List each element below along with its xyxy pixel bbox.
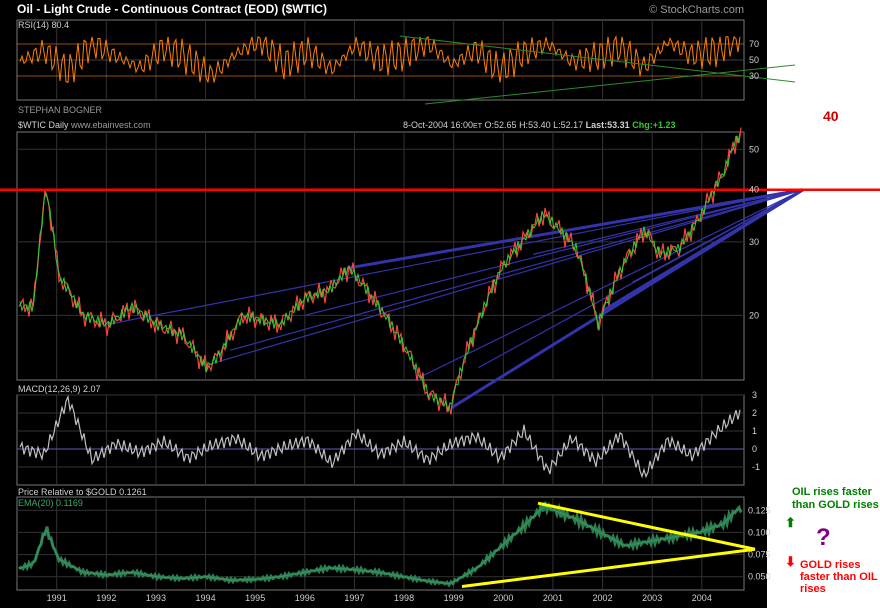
macd-tick-label: -1 [752, 462, 760, 472]
fan-line [349, 188, 804, 270]
relative-label: Price Relative to $GOLD 0.1261 [18, 487, 147, 497]
fan-line [532, 189, 804, 255]
x-tick-label: 1993 [146, 593, 166, 603]
tick-labels: 70 50 30 50 40 30 20 3 2 1 0 -1 0.125 0.100 0.075 0.050 [748, 39, 771, 582]
ema-label: EMA(20) 0.1169 [18, 498, 83, 508]
fan-line [210, 189, 804, 365]
price-tick-label: 40 [749, 185, 759, 195]
x-tick-label: 1995 [245, 593, 265, 603]
rsi-line [19, 34, 741, 84]
rsi-tick-label: 30 [749, 71, 759, 81]
x-tick-label: 2003 [642, 593, 662, 603]
x-tick-label: 1991 [47, 593, 67, 603]
price-annotation: STEPHAN BOGNER [18, 105, 103, 115]
fan-line [230, 189, 804, 351]
fan-line [106, 189, 804, 326]
chart-background [0, 0, 767, 608]
relative-tick-label: 0.075 [748, 550, 771, 560]
relative-panel [16, 496, 745, 591]
rsi-tick-label: 50 [749, 55, 759, 65]
price-tick-label: 50 [749, 144, 759, 154]
macd-tick-label: 2 [752, 408, 757, 418]
price-layer [0, 127, 880, 415]
x-tick-label: 1994 [196, 593, 216, 603]
x-tick-label: 2001 [543, 593, 563, 603]
x-tick-label: 1992 [96, 593, 116, 603]
macd-line [19, 394, 741, 479]
x-tick-label: 1997 [344, 593, 364, 603]
fan-line [304, 189, 804, 316]
relative-tick-label: 0.100 [748, 527, 771, 537]
macd-label: MACD(12,26,9) 2.07 [18, 384, 101, 394]
x-tick-label: 1999 [444, 593, 464, 603]
price-label: $WTIC Daily www.ebainvest.com [18, 120, 151, 130]
x-tick-label: 2000 [493, 593, 513, 603]
fan-line [601, 188, 804, 313]
relative-tick-label: 0.050 [748, 572, 771, 582]
macd-tick-label: 3 [752, 390, 757, 400]
oil-rises-text: OIL rises faster than GOLD rises [792, 486, 879, 511]
x-axis-labels: 1991 1992 1993 1994 1995 1996 1997 1998 1999 2000… [47, 593, 712, 603]
macd-tick-label: 0 [752, 444, 757, 454]
side-label-40: 40 [823, 108, 839, 124]
relative-layer [18, 501, 756, 588]
oil-rises-note: OIL rises faster than GOLD rises [792, 486, 880, 512]
x-tick-label: 2002 [593, 593, 613, 603]
x-tick-label: 2004 [692, 593, 712, 603]
chart-title: Oil - Light Crude - Continuous Contract … [17, 2, 327, 16]
macd-layer [17, 394, 744, 479]
rsi-trendline [424, 64, 796, 105]
question-mark: ? [816, 524, 831, 551]
watermark: © StockCharts.com [649, 4, 744, 16]
x-tick-label: 1998 [394, 593, 414, 603]
x-tick-label: 1996 [295, 593, 315, 603]
macd-tick-label: 1 [752, 426, 757, 436]
price-tick-label: 20 [749, 310, 759, 320]
price-panel [16, 131, 745, 381]
rsi-trendline [399, 35, 796, 83]
up-arrow-icon: ⬆ [785, 515, 796, 530]
triangle-lower-line [461, 547, 756, 588]
rsi-label: RSI(14) 80.4 [18, 20, 69, 30]
down-arrow-icon: ⬇ [785, 554, 796, 569]
triangle-upper-line [537, 501, 756, 551]
fan-line [666, 189, 804, 265]
fan-line [413, 189, 804, 381]
relative-tick-label: 0.125 [748, 505, 771, 515]
ema-line [18, 505, 741, 585]
price-tick-label: 30 [749, 237, 759, 247]
gold-rises-text: GOLD rises faster than OIL rises [800, 559, 878, 595]
rsi-layer [19, 34, 796, 105]
price-quote: 8-Oct-2004 16:00ET O:52.65 H:53.40 L:52.… [403, 120, 675, 130]
rsi-tick-label: 70 [749, 39, 759, 49]
price-line-up [19, 132, 741, 413]
gold-rises-note: GOLD rises faster than OIL rises [800, 559, 880, 595]
